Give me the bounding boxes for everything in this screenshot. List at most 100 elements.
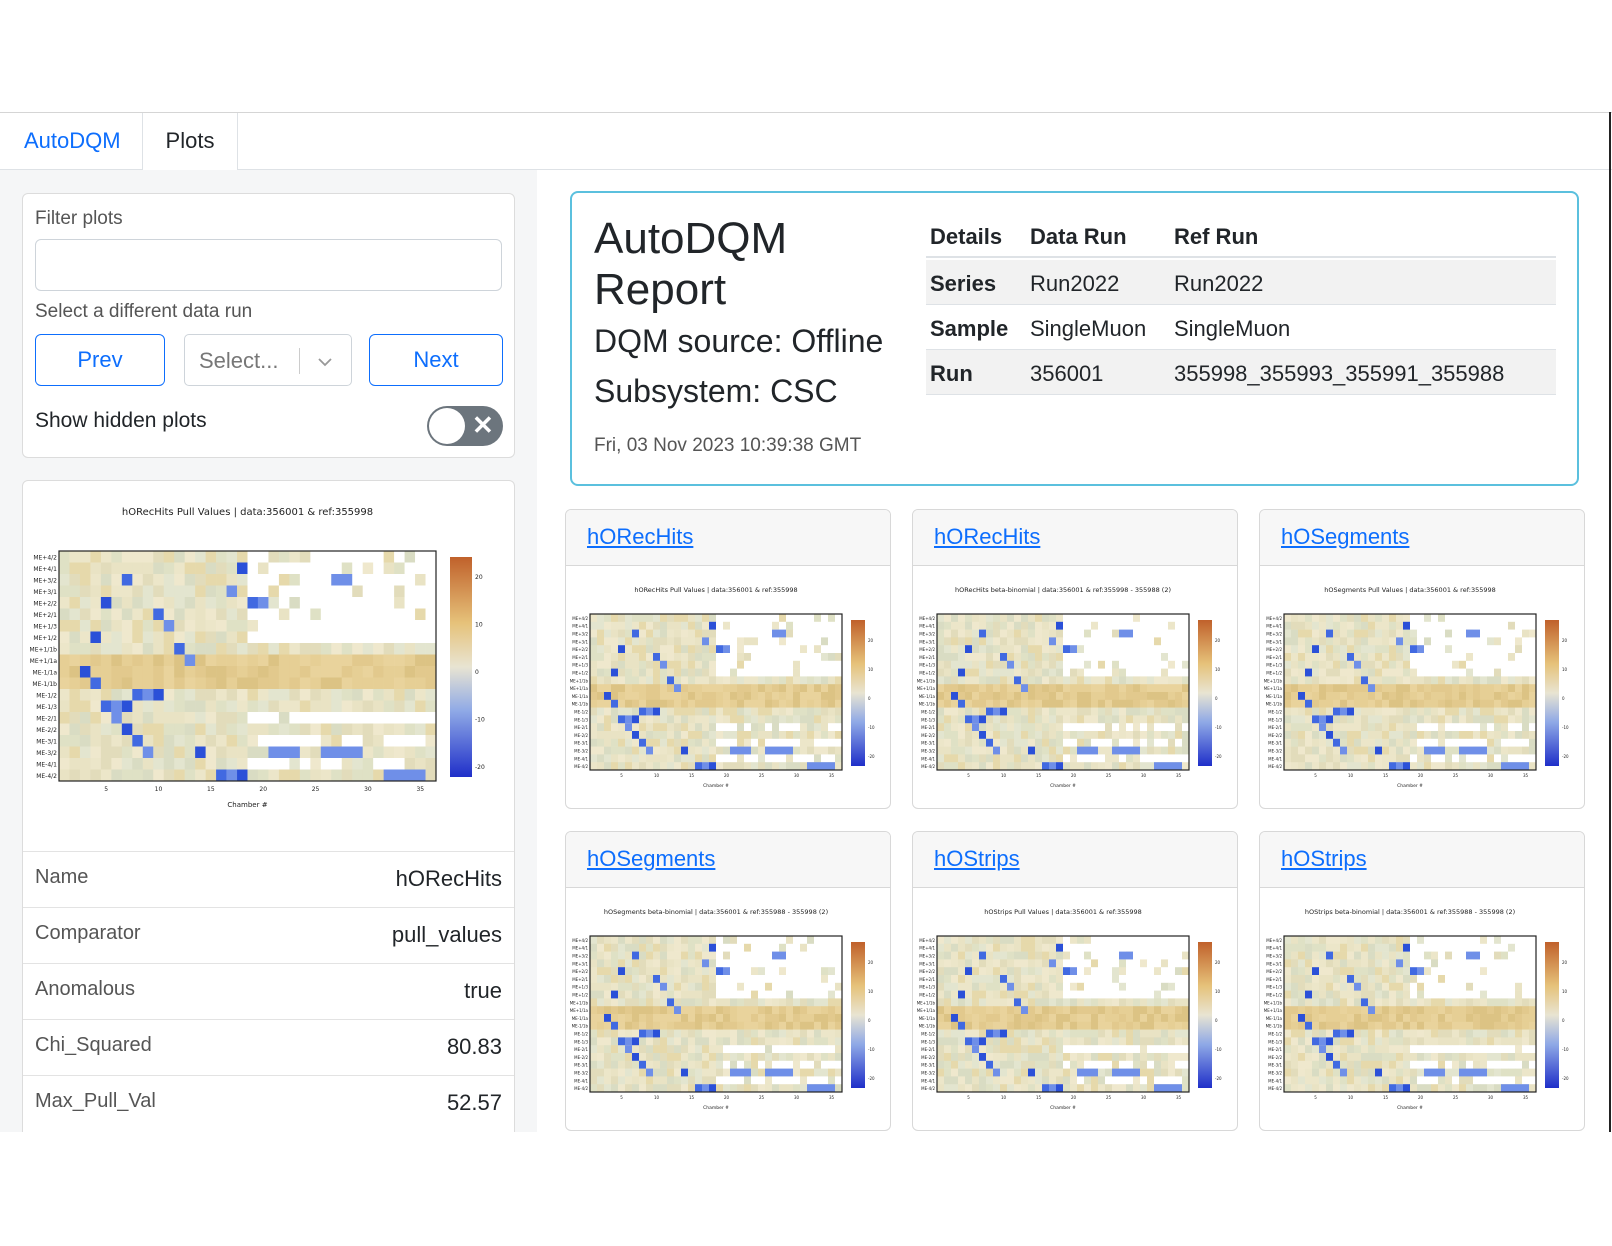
plot-card[interactable]: hORecHits hORecHits beta-binomial | data:… (912, 509, 1238, 809)
heatmap-cell (681, 1060, 689, 1069)
heatmap-cell (695, 614, 703, 623)
heatmap-cell (1035, 1084, 1043, 1093)
heatmap-cell (695, 936, 703, 945)
heatmap-cell (1182, 1037, 1190, 1046)
heatmap-cell (1077, 1084, 1085, 1093)
heatmap-cell (779, 614, 787, 623)
heatmap-cell (1403, 629, 1411, 638)
heatmap-cell (1473, 668, 1481, 677)
plot-card[interactable]: hORecHits hORecHits Pull Values | data:35… (565, 509, 891, 809)
plot-link[interactable]: hOSegments (587, 846, 716, 871)
heatmap-cell (90, 620, 102, 632)
plot-thumbnail[interactable]: hOSegments Pull Values | data:356001 & r… (1260, 567, 1584, 809)
heatmap-cell (965, 1014, 973, 1023)
heatmap-cell (723, 676, 731, 685)
heatmap-cell (835, 684, 843, 693)
heatmap-cell (257, 562, 269, 575)
heatmap-cell (1445, 668, 1453, 677)
heatmap-cell (1375, 660, 1383, 669)
heatmap-cell (1382, 936, 1390, 945)
plot-card[interactable]: hOStrips hOStrips beta-binomial | data:35… (1259, 831, 1585, 1131)
heatmap-cell (758, 668, 766, 677)
heatmap-cell (972, 629, 980, 638)
heatmap-cell (1529, 645, 1537, 654)
heatmap-cell (979, 998, 987, 1007)
heatmap-cell (965, 1037, 972, 1046)
run-select[interactable]: Select... (184, 334, 352, 386)
plot-thumbnail[interactable]: hOSegments beta-binomial | data:356001 &… (566, 889, 890, 1131)
heatmap-cell (604, 982, 612, 991)
heatmap-cell (937, 936, 945, 945)
heatmap-cell (828, 1045, 836, 1054)
plot-link[interactable]: hORecHits (587, 524, 694, 549)
heatmap-cell (1021, 668, 1029, 677)
heatmap-cell (695, 1060, 703, 1069)
heatmap-cell (1168, 715, 1176, 724)
heatmap-cell (1522, 738, 1530, 747)
heatmap-cell (1417, 936, 1425, 945)
chevron-down-icon[interactable] (316, 351, 334, 377)
plot-card[interactable]: hOSegments hOSegments Pull Values | data:… (1259, 509, 1585, 809)
plot-link[interactable]: hOStrips (1281, 846, 1367, 871)
heatmap-cell (951, 1068, 959, 1077)
plot-link[interactable]: hOStrips (934, 846, 1020, 871)
prev-button[interactable]: Prev (35, 334, 165, 386)
y-tick-label: ME-2/1 (1268, 725, 1282, 730)
plot-thumbnail[interactable]: hORecHits beta-binomial | data:356001 & … (913, 567, 1237, 809)
plot-card[interactable]: hOStrips hOStrips Pull Values | data:3560… (912, 831, 1238, 1131)
plot-link[interactable]: hOSegments (1281, 524, 1410, 549)
heatmap-cell (226, 620, 238, 632)
heatmap-cell (1049, 936, 1057, 945)
heatmap-cell (174, 631, 185, 644)
heatmap-cell (737, 629, 745, 638)
heatmap-cell (1084, 936, 1092, 945)
heatmap-cell (1403, 692, 1411, 701)
heatmap-cell (1119, 967, 1127, 976)
heatmap-cell (958, 1029, 966, 1038)
heatmap-cell (132, 620, 144, 632)
heatmap-cell (1431, 936, 1439, 945)
heatmap-cell (1091, 975, 1099, 984)
heatmap-cell (1077, 943, 1085, 952)
heatmap-cell (709, 959, 717, 968)
heatmap-cell (237, 574, 248, 586)
heatmap-cell (1168, 1053, 1176, 1062)
heatmap-cell (646, 637, 654, 646)
heatmap-cell (646, 738, 654, 747)
heatmap-cell (1375, 653, 1383, 662)
heatmap-cell (1161, 668, 1169, 677)
heatmap-cell (320, 723, 332, 736)
plot-link[interactable]: hORecHits (934, 524, 1041, 549)
property-value: hORecHits (395, 866, 502, 891)
heatmap-cell (1140, 746, 1148, 755)
show-hidden-toggle[interactable]: ✕ (427, 406, 503, 446)
plot-thumbnail[interactable]: hORecHits Pull Values | data:356001 & re… (566, 567, 890, 809)
heatmap-cell (590, 1006, 598, 1015)
heatmap-cell (951, 1053, 959, 1062)
heatmap-cell (59, 700, 70, 713)
heatmap-cell (674, 1029, 682, 1038)
heatmap-cell (793, 699, 801, 708)
heatmap-cell (1182, 951, 1190, 960)
heatmap-cell (772, 998, 780, 1007)
plot-thumbnail[interactable]: hOStrips beta-binomial | data:356001 & r… (1260, 889, 1584, 1131)
heatmap-cell (1126, 943, 1134, 952)
heatmap-cell (310, 735, 322, 747)
tab-plots[interactable]: Plots (142, 113, 238, 172)
heatmap-cell (667, 998, 674, 1007)
heatmap-cell (195, 551, 206, 563)
heatmap-cell (660, 723, 668, 732)
heatmap-cell (79, 723, 91, 736)
heatmap-cell (1445, 614, 1453, 623)
heatmap-cell (1382, 692, 1390, 701)
tab-autodqm[interactable]: AutoDQM (24, 128, 121, 153)
heatmap-cell (1112, 1068, 1140, 1077)
filter-input[interactable] (35, 239, 502, 291)
heatmap-cell (1354, 637, 1362, 646)
heatmap-cell (751, 723, 759, 732)
plot-card[interactable]: hOSegments hOSegments beta-binomial | dat… (565, 831, 891, 1131)
plot-thumbnail[interactable]: hOStrips Pull Values | data:356001 & ref… (913, 889, 1237, 1131)
next-button[interactable]: Next (369, 334, 503, 386)
heatmap-cell (1396, 699, 1404, 708)
heatmap-cell (786, 738, 794, 747)
